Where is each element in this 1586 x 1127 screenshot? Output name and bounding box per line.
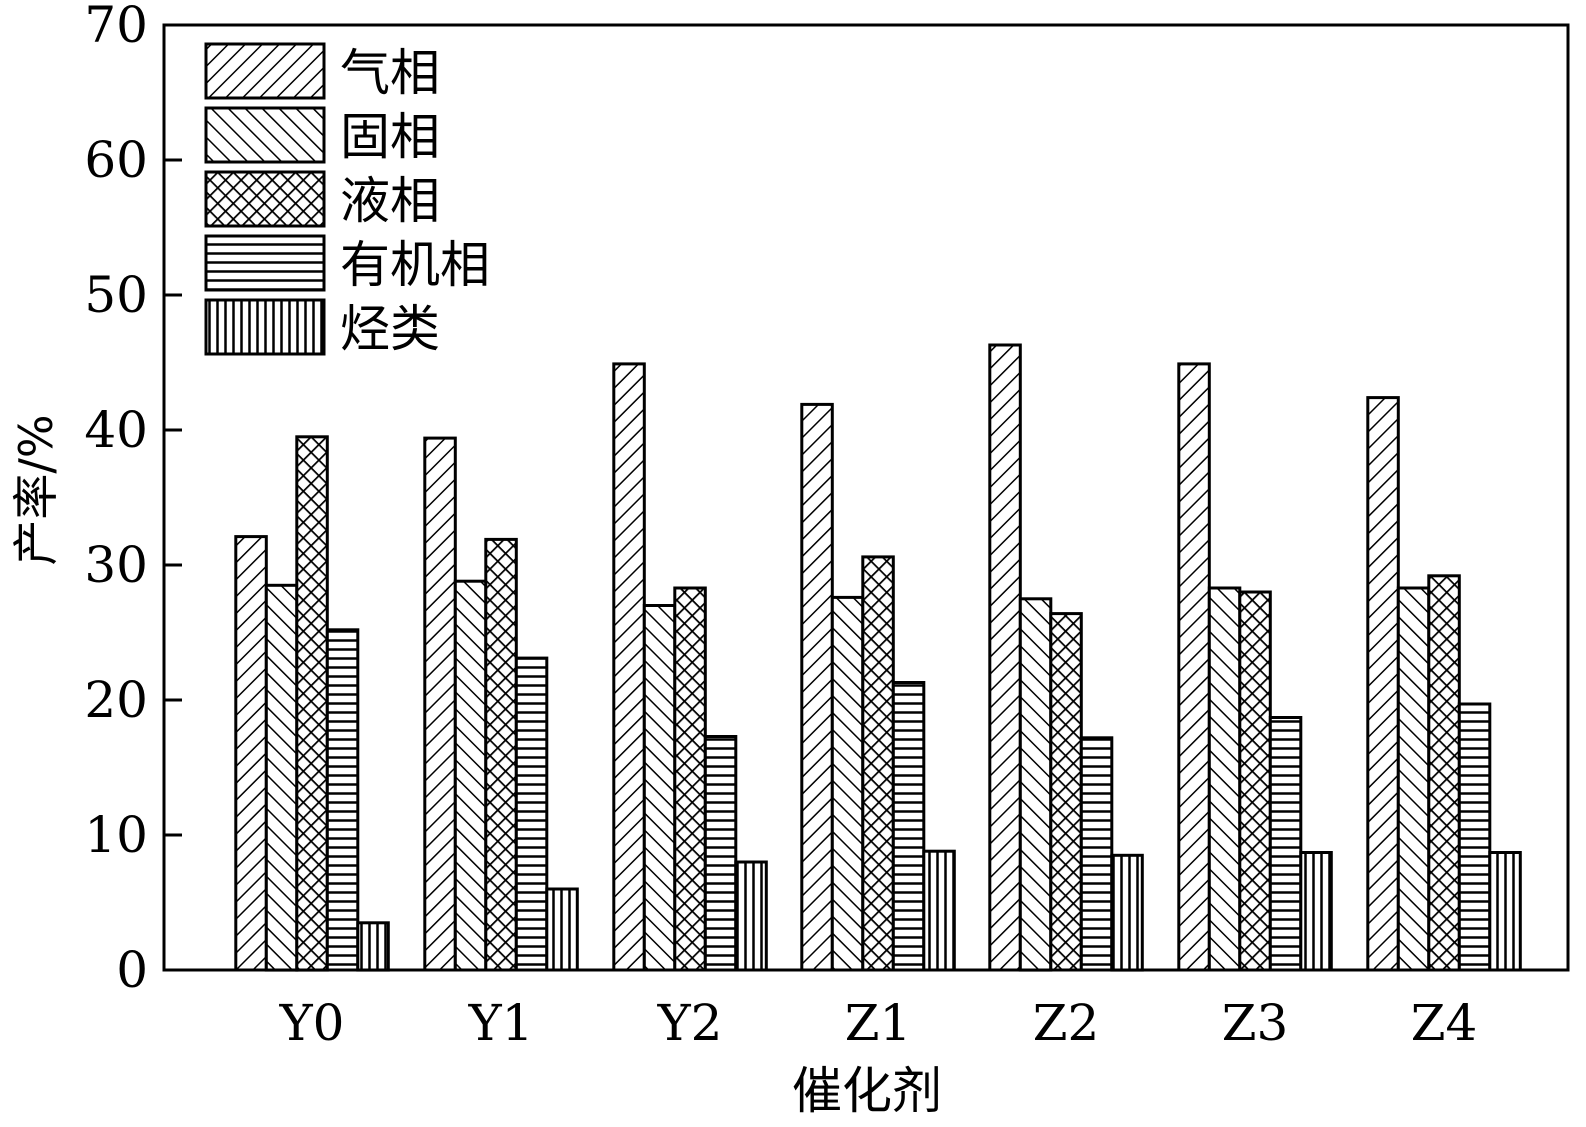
plot-border — [162, 23, 1570, 972]
bar-y2-series-1 — [612, 362, 646, 972]
x-tick-label: Y1 — [468, 994, 534, 1052]
bar-z3-series-1 — [1177, 362, 1211, 972]
bar-y1-series-4 — [514, 656, 549, 972]
bar-y0-series-4 — [325, 628, 360, 972]
y-tick-label: 0 — [116, 941, 148, 999]
plot-frame — [162, 23, 1570, 972]
legend-swatch-5 — [204, 298, 326, 356]
bar-z4-series-1 — [1366, 396, 1400, 972]
bar-z2-series-5 — [1110, 853, 1144, 972]
bar-z1-series-5 — [922, 849, 956, 972]
bar-z4-series-4 — [1457, 702, 1492, 972]
bars-layer — [234, 343, 1522, 972]
x-tick-label: Y0 — [279, 994, 345, 1052]
x-tick-label: Y2 — [657, 994, 723, 1052]
bar-z4-series-3 — [1427, 574, 1461, 972]
bar-y1-series-1 — [423, 436, 457, 972]
y-tick-label: 30 — [84, 536, 148, 594]
bar-y0-series-5 — [356, 921, 390, 972]
y-tick-label: 60 — [84, 131, 148, 189]
bar-y2-series-3 — [673, 586, 707, 972]
bar-y0-series-1 — [234, 535, 268, 972]
y-tick-label: 40 — [84, 401, 148, 459]
bar-z3-series-3 — [1238, 590, 1272, 972]
legend-label-1: 气相 — [340, 44, 440, 102]
bar-y0-series-2 — [264, 583, 299, 972]
bar-y1-series-5 — [545, 887, 579, 972]
bar-z3-series-4 — [1268, 716, 1303, 972]
bar-z4-series-5 — [1488, 851, 1522, 972]
legend-label-2: 固相 — [340, 108, 440, 166]
x-axis-title: 催化剂 — [792, 1062, 942, 1120]
bar-z4-series-2 — [1396, 586, 1431, 972]
x-axis-ticks: Y0 Y1 Y2 Z1 Z2 Z3 Z4 — [279, 994, 1478, 1052]
bar-y2-series-5 — [734, 860, 768, 972]
bar-z2-series-2 — [1018, 597, 1053, 972]
legend-label-5: 烃类 — [340, 300, 440, 358]
bar-z1-series-3 — [861, 555, 895, 972]
y-tick-label: 70 — [84, 0, 148, 54]
legend-label-4: 有机相 — [340, 236, 490, 294]
x-tick-label: Z2 — [1033, 994, 1100, 1052]
y-axis-title: 产率/% — [9, 414, 63, 565]
bar-z1-series-2 — [830, 595, 865, 972]
bar-y1-series-2 — [453, 579, 488, 972]
bar-y0-series-3 — [295, 435, 329, 972]
y-tick-label: 10 — [84, 806, 148, 864]
bar-z2-series-1 — [988, 343, 1022, 972]
bar-z3-series-2 — [1207, 586, 1242, 972]
bar-z2-series-4 — [1079, 736, 1114, 972]
bar-z1-series-1 — [800, 402, 834, 972]
y-tick-label: 20 — [84, 671, 148, 729]
y-axis-ticks: 0 10 20 30 40 50 60 70 — [84, 0, 182, 999]
legend-swatch-4 — [204, 234, 326, 292]
legend-label-3: 液相 — [340, 172, 440, 230]
bar-y2-series-2 — [642, 604, 677, 972]
x-tick-label: Z1 — [845, 994, 912, 1052]
x-tick-label: Z3 — [1222, 994, 1289, 1052]
y-tick-label: 50 — [84, 266, 148, 324]
bar-y1-series-3 — [484, 537, 518, 972]
x-tick-label: Z4 — [1411, 994, 1478, 1052]
legend-swatch-2 — [204, 106, 326, 164]
legend-swatch-3 — [204, 170, 326, 228]
bar-y2-series-4 — [703, 735, 738, 972]
bar-z2-series-3 — [1049, 612, 1083, 972]
bar-z3-series-5 — [1299, 851, 1333, 972]
legend-swatch-1 — [204, 42, 326, 100]
bar-z1-series-4 — [891, 681, 926, 972]
